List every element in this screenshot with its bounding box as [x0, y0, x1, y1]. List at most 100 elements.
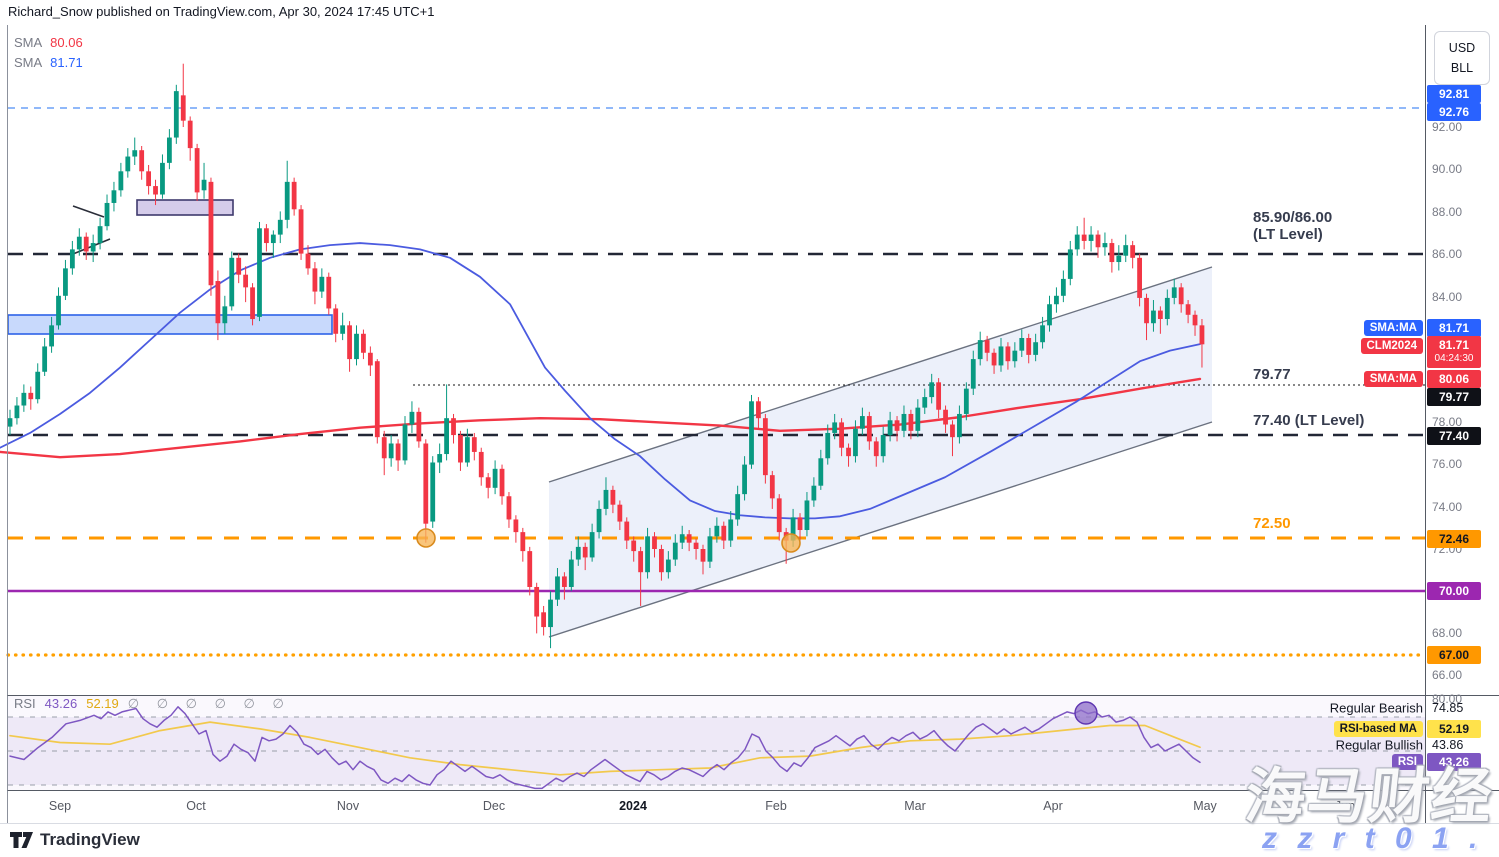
time-axis-label-Dec[interactable]: Dec: [482, 799, 506, 813]
sma-value-red: 80.06: [50, 35, 83, 50]
rsi-line: [9, 706, 1201, 790]
sma-label: SMA: [14, 35, 43, 50]
candle-body: [880, 435, 886, 457]
candle-body: [936, 382, 942, 410]
candle-body: [423, 443, 429, 524]
candle-body: [603, 489, 609, 509]
candle-body: [125, 156, 131, 172]
time-axis-label-Feb[interactable]: Feb: [765, 799, 787, 813]
candle-body: [846, 447, 851, 457]
time-axis-label-2024[interactable]: 2024: [619, 799, 647, 813]
chart-annotation-2: 77.40 (LT Level): [1253, 412, 1365, 429]
series-label-chip: SMA:MA: [1363, 320, 1423, 336]
time-axis-label-Apr[interactable]: Apr: [1043, 799, 1063, 813]
swing-low-circle-feb: [781, 533, 801, 553]
candle-body: [742, 464, 747, 495]
price-axis-tick[interactable]: 80.00: [1432, 692, 1463, 706]
candle-body: [388, 443, 394, 459]
sma-legend-row-fast[interactable]: SMA 81.71: [14, 53, 83, 73]
watermark-url: z z r t 0 1 . c n: [1262, 822, 1484, 857]
candle-body: [222, 306, 228, 324]
candle-body: [451, 418, 456, 436]
candle-body: [104, 202, 110, 227]
time-axis-label-Oct[interactable]: Oct: [186, 799, 206, 813]
publish-caption: Richard_Snow published on TradingView.co…: [8, 4, 435, 19]
unit-currency[interactable]: USD: [1448, 41, 1476, 55]
candle-body: [1033, 342, 1039, 355]
candle-body: [652, 536, 657, 549]
price-axis-tick[interactable]: 76.00: [1432, 457, 1463, 471]
trendline-0: [72, 205, 105, 218]
candle-body: [264, 228, 269, 244]
candle-body: [298, 209, 304, 254]
sma-legend-row-slow[interactable]: SMA 80.06: [14, 33, 83, 53]
candle-body: [610, 489, 616, 505]
disabled-plot-icons: ∅ ∅ ∅ ∅ ∅ ∅: [127, 696, 291, 711]
rsi-ma-value: 52.19: [86, 696, 119, 711]
candle-body: [790, 517, 796, 541]
time-axis-label-Nov[interactable]: Nov: [336, 799, 360, 813]
price-axis-tick[interactable]: 88.00: [1432, 205, 1463, 219]
time-axis-label-Mar[interactable]: Mar: [904, 799, 926, 813]
candle-body: [1095, 234, 1101, 248]
candle-body: [624, 521, 630, 541]
price-axis-tick[interactable]: 84.00: [1432, 290, 1463, 304]
price-axis-tick[interactable]: 74.00: [1432, 500, 1463, 514]
time-axis-label-Sep[interactable]: Sep: [48, 799, 72, 813]
countdown-timer: 04:24:30: [1434, 353, 1474, 364]
candle-body: [194, 148, 200, 193]
price-axis-badge: 81.71: [1427, 319, 1481, 337]
candle-body: [56, 295, 61, 326]
unit-toggle-box[interactable]: USD BLL: [1434, 31, 1490, 85]
candle-body: [811, 485, 817, 501]
channel-upper-line: [548, 266, 1213, 483]
candle-body: [527, 551, 533, 587]
candle-body: [804, 500, 810, 531]
candle-body: [1060, 278, 1066, 296]
candle-body: [1185, 304, 1191, 315]
supply-zone-purple: [136, 199, 234, 216]
candle-body: [908, 413, 914, 431]
candle-body: [180, 95, 186, 121]
price-axis-badge: 77.40: [1427, 427, 1481, 445]
candle-body: [97, 226, 103, 244]
price-axis-badge: 81.71 04:24:30: [1427, 336, 1481, 368]
candle-body: [485, 477, 491, 488]
rsi-legend[interactable]: RSI 43.26 52.19 ∅ ∅ ∅ ∅ ∅ ∅: [14, 696, 300, 712]
chart-annotation-1: 79.77: [1253, 366, 1291, 383]
candle-body: [478, 451, 484, 478]
candle-body: [555, 576, 560, 600]
candle-body: [14, 405, 20, 419]
candle-body: [402, 424, 408, 461]
price-axis-tick[interactable]: 68.00: [1432, 626, 1463, 640]
candle-body: [201, 179, 207, 191]
candle-body: [354, 333, 359, 360]
candle-body: [464, 437, 470, 463]
rsi-divergence-circle: [1074, 701, 1098, 725]
unit-quantity[interactable]: BLL: [1450, 61, 1474, 75]
candle-body: [866, 416, 872, 442]
candle-body: [471, 437, 477, 452]
chart-annotation-3: 72.50: [1253, 515, 1291, 532]
candle-body: [943, 409, 948, 425]
price-axis-tick[interactable]: 92.00: [1432, 120, 1463, 134]
price-axis-tick[interactable]: 66.00: [1432, 668, 1463, 682]
candle-body: [111, 190, 117, 203]
swing-low-circle-nov: [416, 528, 436, 548]
ascending-channel-fill: [549, 267, 1212, 637]
candle-body: [548, 599, 553, 628]
candle-body: [1067, 249, 1073, 279]
candle-body: [28, 392, 34, 400]
price-axis-tick[interactable]: 78.00: [1432, 415, 1463, 429]
candle-body: [35, 371, 41, 400]
time-axis-label-Jun[interactable]: Jun: [1334, 799, 1356, 813]
sma-label: SMA: [14, 55, 43, 70]
price-axis-tick[interactable]: 90.00: [1432, 162, 1463, 176]
tradingview-logo[interactable]: TradingView: [10, 830, 140, 850]
time-axis-label-May[interactable]: May: [1193, 799, 1217, 813]
price-axis-tick[interactable]: 86.00: [1432, 247, 1463, 261]
candle-body: [1005, 346, 1011, 362]
candle-body: [1164, 297, 1170, 320]
candle-body: [617, 504, 623, 522]
